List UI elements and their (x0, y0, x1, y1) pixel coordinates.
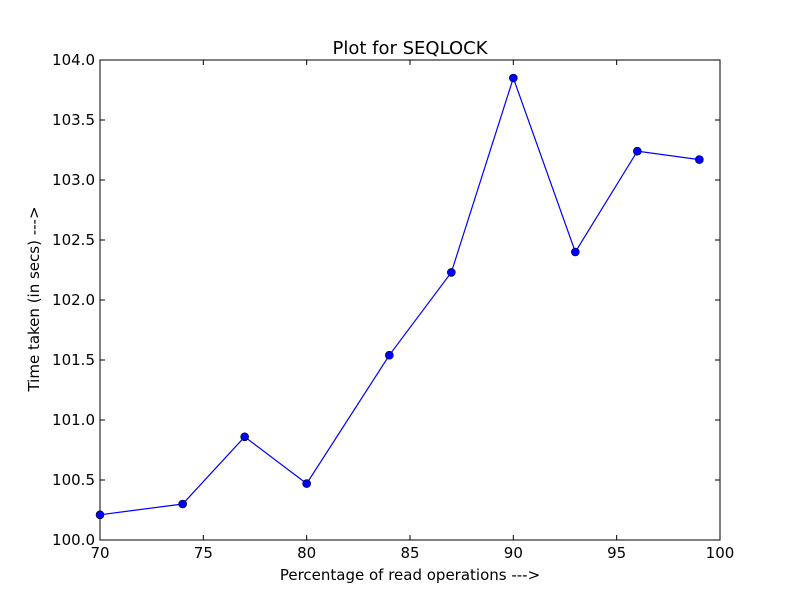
y-tick-label: 104.0 (52, 51, 95, 69)
y-tick-label: 103.0 (52, 171, 95, 189)
x-tick-label: 100 (706, 544, 735, 562)
series-layer (95, 73, 704, 520)
x-tick-label: 85 (400, 544, 419, 562)
data-point (95, 510, 105, 520)
data-point (633, 146, 642, 156)
y-tick-label: 102.0 (52, 291, 95, 309)
data-point (178, 499, 187, 509)
y-axis: 100.0 100.5 101.0 101.5 102.0 102.5 103.0 103.5… (52, 51, 720, 549)
y-axis-label: Time taken (in secs) ---> (25, 206, 43, 392)
x-tick-label: 75 (194, 544, 213, 562)
y-tick-label: 101.0 (52, 411, 95, 429)
data-point (509, 73, 518, 83)
x-tick-label: 95 (607, 544, 626, 562)
data-point (447, 268, 456, 277)
x-tick-label: 80 (297, 544, 316, 562)
data-point (385, 350, 394, 360)
chart-title: Plot for SEQLOCK (332, 38, 488, 59)
series-line (99, 76, 700, 516)
y-tick-label: 100.5 (52, 471, 95, 489)
data-point (240, 432, 249, 442)
x-axis: 70 75 80 85 90 95 100 (90, 60, 734, 562)
data-point (571, 247, 580, 257)
x-tick-label: 90 (504, 544, 523, 562)
y-tick-label: 100.0 (52, 531, 95, 549)
data-point (302, 479, 311, 488)
y-tick-label: 102.5 (52, 231, 95, 249)
x-tick-label: 70 (90, 544, 109, 562)
data-point (695, 155, 704, 164)
y-tick-label: 103.5 (52, 111, 95, 129)
x-axis-label: Percentage of read operations ---> (280, 566, 540, 584)
y-tick-label: 101.5 (52, 351, 95, 369)
